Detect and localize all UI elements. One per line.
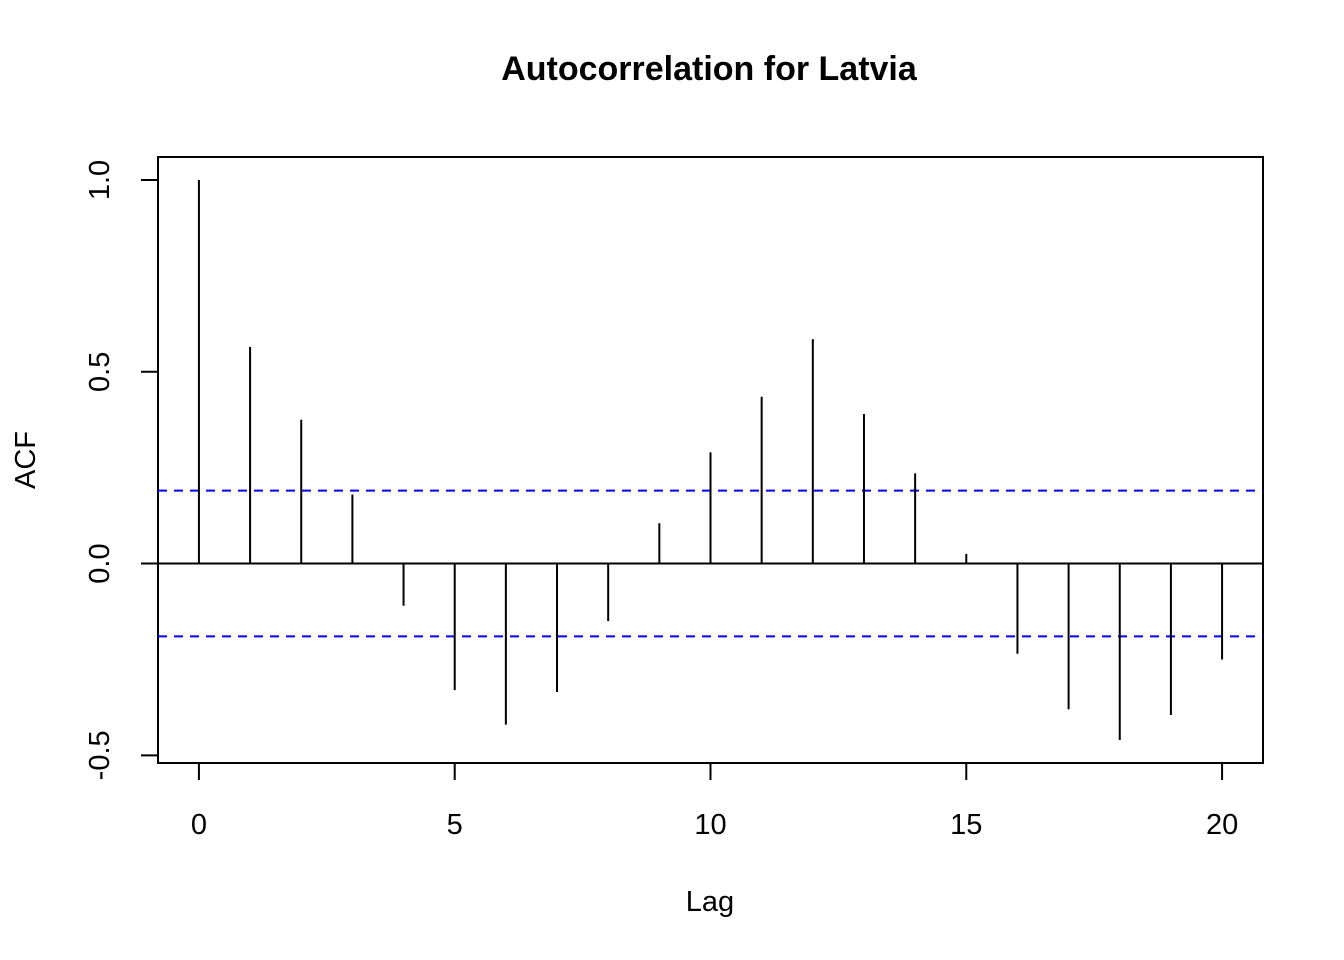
y-tick-label: 1.0 — [84, 160, 116, 200]
x-tick-label: 10 — [694, 809, 726, 841]
x-tick-label: 15 — [950, 809, 982, 841]
y-axis-label: ACF — [10, 431, 42, 489]
x-axis-label: Lag — [686, 886, 734, 918]
x-tick-label: 5 — [447, 809, 463, 841]
y-tick-label: 0.5 — [84, 352, 116, 392]
y-tick-label: -0.5 — [84, 730, 116, 780]
y-tick-label: 0.0 — [84, 543, 116, 583]
chart-title: Autocorrelation for Latvia — [501, 50, 918, 88]
x-tick-label: 0 — [191, 809, 207, 841]
x-tick-label: 20 — [1206, 809, 1238, 841]
